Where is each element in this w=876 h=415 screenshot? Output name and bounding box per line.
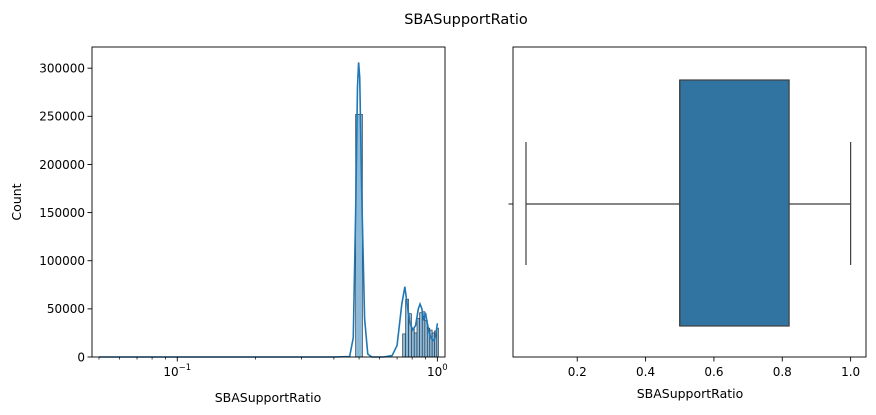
histogram-y-axis: 0 50000 100000 150000 200000 250000 300000 [39,61,92,364]
interquartile-box [679,79,790,327]
y-tick-label: 200000 [39,158,85,172]
x-tick-label: 100 [427,363,448,379]
histogram-panel: 0 50000 100000 150000 200000 250000 300000 10−… [9,46,448,405]
histogram-bar [436,327,439,358]
x-tick-label: 10−1 [163,363,191,379]
y-tick-label: 300000 [39,61,85,75]
histogram-bar [419,312,423,358]
boxplot-frame [512,46,867,358]
histogram-bar [411,327,415,358]
x-tick-label: 0.8 [773,365,792,379]
histogram-x-axis: 10−1 100 [98,357,448,379]
x-tick-label: 0.2 [568,365,587,379]
figure-title: SBASupportRatio [404,12,528,28]
histogram-bar [431,332,435,358]
x-tick-label: 1.0 [841,365,860,379]
histogram-bar [424,320,428,358]
x-tick-label: 0.6 [704,365,723,379]
histogram-bar [416,318,421,358]
histogram-y-axis-label: Count [9,183,24,220]
boxplot-panel: 0.2 0.4 0.6 0.8 1.0 SBASupportRatio [508,46,867,401]
histogram-bar [402,333,406,358]
histogram-frame [91,46,446,358]
boxplot-x-axis: 0.2 0.4 0.6 0.8 1.0 [568,357,860,379]
y-tick-label: 250000 [39,110,85,124]
boxplot-elements [525,79,852,327]
y-tick-label: 0 [77,350,85,364]
y-tick-label: 50000 [47,302,85,316]
x-tick-label: 0.4 [636,365,655,379]
histogram-bar [413,332,418,358]
histogram-plot-area [92,47,445,357]
y-tick-label: 150000 [39,206,85,220]
histogram-x-axis-label: SBASupportRatio [215,390,322,405]
kde-line [98,62,439,358]
boxplot-x-axis-label: SBASupportRatio [637,386,744,401]
y-tick-label: 100000 [39,254,85,268]
